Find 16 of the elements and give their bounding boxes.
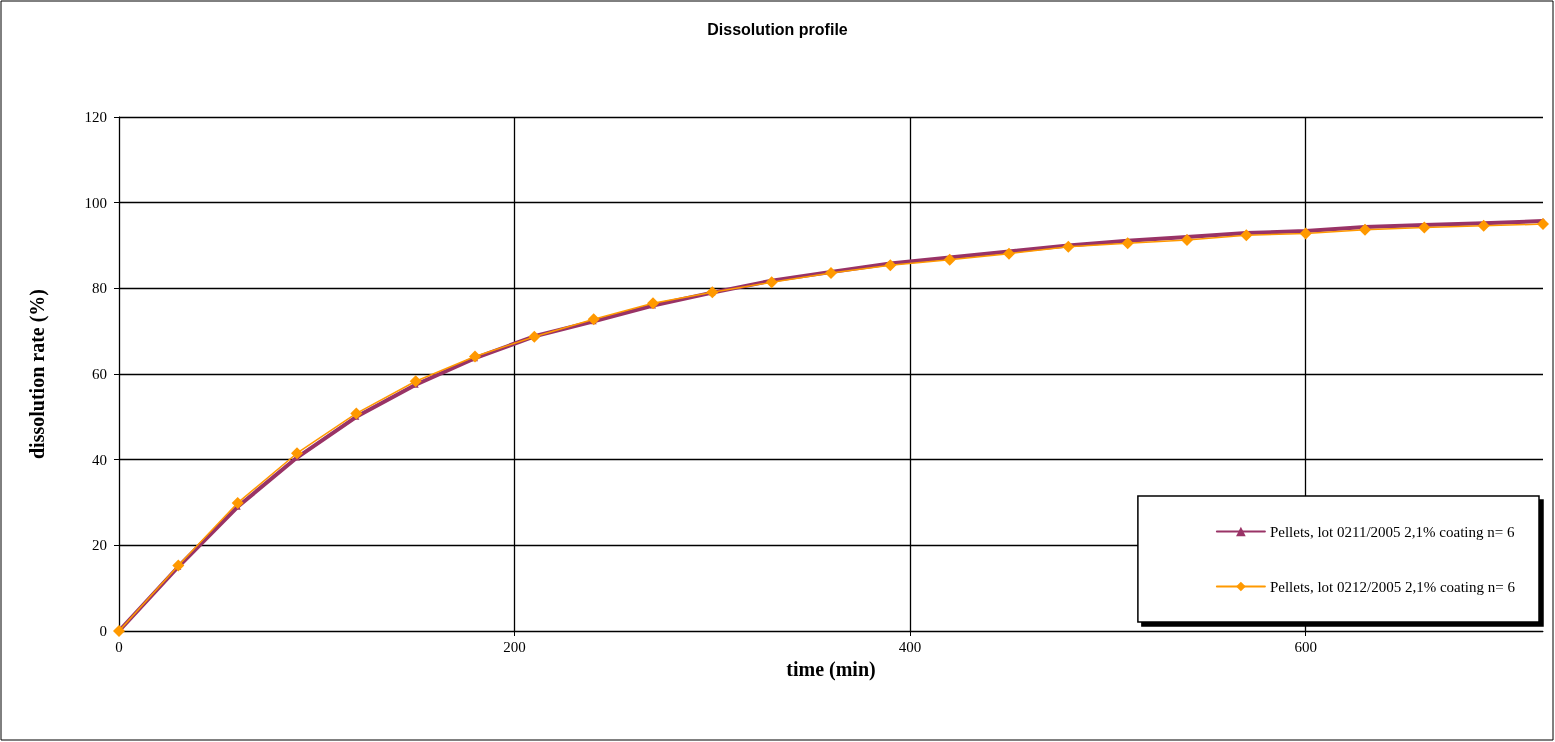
legend-label: Pellets, lot 0211/2005 2,1% coating n= 6 — [1269, 523, 1515, 540]
y-tick-label: 80 — [92, 280, 107, 297]
x-axis-title: time (min) — [786, 657, 876, 681]
y-tick-label: 100 — [84, 194, 107, 211]
x-tick-label: 600 — [1294, 638, 1317, 655]
legend-label: Pellets, lot 0212/2005 2,1% coating n= 6 — [1269, 578, 1516, 595]
y-tick-label: 0 — [99, 623, 107, 639]
y-tick-label: 60 — [92, 366, 107, 382]
y-tick-label: 20 — [92, 537, 107, 554]
chart-title: Dissolution profile — [707, 20, 848, 38]
x-tick-label: 400 — [898, 638, 922, 655]
x-tick-label: 200 — [503, 638, 526, 655]
y-tick-label: 40 — [92, 451, 107, 468]
y-axis-title: dissolution rate (%) — [26, 289, 49, 459]
y-tick-label: 120 — [84, 109, 107, 125]
x-tick-label: 0 — [115, 638, 123, 655]
